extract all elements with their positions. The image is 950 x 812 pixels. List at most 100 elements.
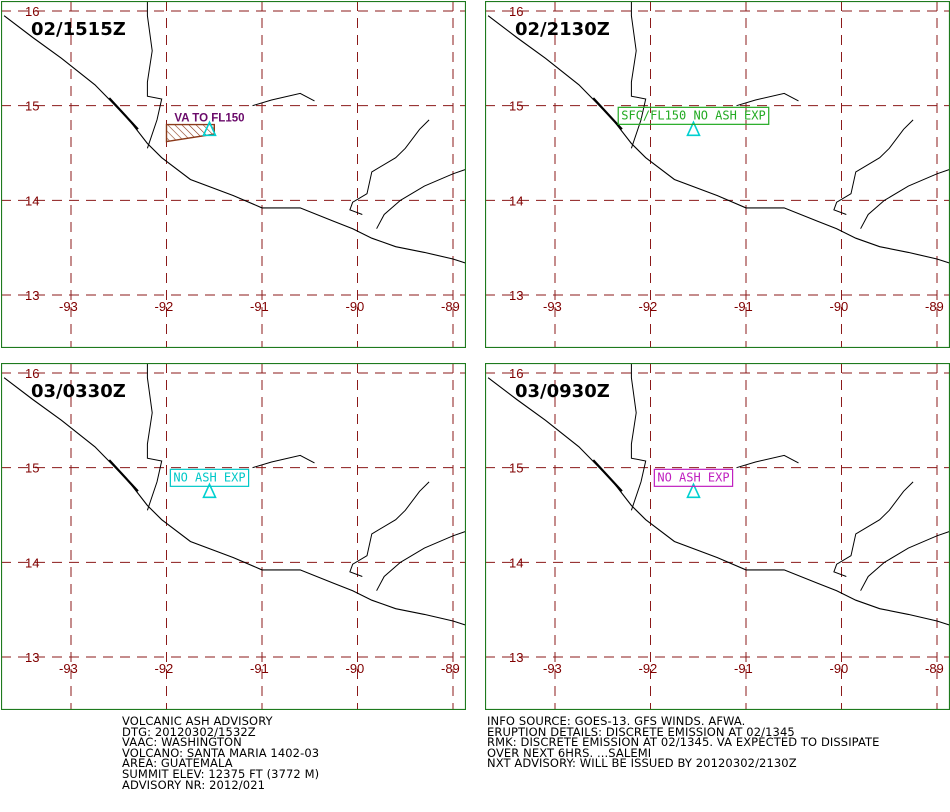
advisory-panel-label: NO ASH EXP (657, 470, 729, 484)
latitude-tick-label: 15 (509, 99, 523, 114)
country-border (833, 481, 914, 577)
advisory-right-line: OVER NEXT 6HRS. ...SALEMI (487, 745, 652, 760)
advisory-left-line: VOLCANIC ASH ADVISORY (122, 714, 273, 728)
map-svg: -93 -92 -91 -90 -89 16 15 14 13 NO ASH EXP (485, 363, 950, 710)
latitude-tick-label: 13 (509, 288, 523, 303)
latitude-tick-label: 14 (25, 555, 39, 570)
country-border (349, 481, 430, 577)
country-border (146, 1, 163, 149)
longitude-tick-label: -89 (441, 661, 460, 676)
latitude-tick-label: 16 (25, 4, 39, 19)
advisory-left-line: VOLCANO: SANTA MARIA 1402-03 (122, 745, 320, 760)
country-border (860, 530, 950, 591)
country-border (736, 454, 799, 469)
advisory-right-line: RMK: DISCRETE EMISSION AT 02/1345. VA EX… (487, 735, 880, 750)
map-svg: -93 -92 -91 -90 -89 16 15 14 13 VA TO FL150 (1, 1, 466, 348)
latitude-tick-label: 13 (509, 650, 523, 665)
advisory-left-line: SUMMIT ELEV: 12375 FT (3772 M) (122, 766, 320, 781)
latitude-tick-label: 15 (25, 99, 39, 114)
advisory-panel-label: SFC/FL150 NO ASH EXP (621, 108, 766, 122)
coastline-thick-segment (592, 97, 623, 131)
country-border (376, 530, 466, 591)
panel-valid-time: 02/2130Z (515, 19, 610, 40)
advisory-right-text: INFO SOURCE: GOES-13. GFS WINDS. AFWA. ER… (487, 714, 880, 771)
advisory-label-box (169, 468, 250, 487)
panel-frame (1, 1, 466, 348)
latitude-tick-label: 15 (509, 461, 523, 476)
country-border (736, 92, 799, 107)
longitude-tick-label: -92 (639, 661, 658, 676)
panel-valid-time: 03/0930Z (515, 381, 610, 402)
advisory-right-line: INFO SOURCE: GOES-13. GFS WINDS. AFWA. (487, 714, 746, 728)
longitude-tick-label: -89 (925, 661, 944, 676)
map-content: -93 -92 -91 -90 -89 16 15 14 13 VA TO FL150 (1, 1, 466, 348)
longitude-tick-label: -90 (346, 299, 365, 314)
map-content: -93 -92 -91 -90 -89 16 15 14 13 NO ASH EXP (1, 363, 466, 710)
advisory-left-line: AREA: GUATEMALA (122, 756, 233, 771)
coastline-thick-segment (108, 97, 139, 131)
coastline (487, 15, 950, 264)
country-border (252, 92, 315, 107)
country-border (860, 168, 950, 229)
latitude-tick-label: 14 (509, 193, 523, 208)
country-border (833, 119, 914, 215)
latitude-tick-label: 15 (25, 461, 39, 476)
latitude-tick-label: 16 (509, 4, 523, 19)
longitude-tick-label: -93 (59, 661, 78, 676)
volcano-triangle-icon (202, 120, 217, 137)
coastline (3, 377, 466, 626)
panel-valid-time: 03/0330Z (31, 381, 126, 402)
advisory-left-line: ADVISORY NR: 2012/021 (122, 777, 266, 792)
map-panel: -93 -92 -91 -90 -89 16 15 14 13 NO ASH EXP 03/0930… (485, 363, 950, 710)
coastline-thick-segment (108, 459, 139, 493)
map-content: -93 -92 -91 -90 -89 16 15 14 13 SFC/FL150 NO ASH … (485, 1, 950, 348)
country-border (146, 363, 163, 511)
panel-valid-time: 02/1515Z (31, 19, 126, 40)
longitude-tick-label: -93 (59, 299, 78, 314)
coastline-thick-segment (592, 459, 623, 493)
country-border (252, 454, 315, 469)
longitude-tick-label: -91 (734, 661, 753, 676)
longitude-tick-label: -89 (441, 299, 460, 314)
map-svg: -93 -92 -91 -90 -89 16 15 14 13 SFC/FL150 NO ASH … (485, 1, 950, 348)
longitude-tick-label: -92 (155, 299, 174, 314)
panel-frame (1, 363, 466, 710)
volcano-triangle-icon (686, 120, 701, 137)
advisory-left-line: DTG: 20120302/1532Z (122, 724, 256, 739)
latitude-tick-label: 16 (25, 366, 39, 381)
latitude-tick-label: 13 (25, 650, 39, 665)
latitude-tick-label: 13 (25, 288, 39, 303)
coastline (487, 377, 950, 626)
advisory-right-line: NXT ADVISORY: WILL BE ISSUED BY 20120302… (487, 756, 797, 771)
longitude-tick-label: -89 (925, 299, 944, 314)
longitude-tick-label: -92 (639, 299, 658, 314)
longitude-tick-label: -91 (250, 661, 269, 676)
longitude-tick-label: -90 (346, 661, 365, 676)
volcano-triangle-icon (686, 482, 701, 499)
longitude-tick-label: -90 (830, 299, 849, 314)
latitude-tick-label: 16 (509, 366, 523, 381)
volcano-triangle-icon (202, 482, 217, 499)
country-border (376, 168, 466, 229)
map-content: -93 -92 -91 -90 -89 16 15 14 13 NO ASH EXP (485, 363, 950, 710)
latitude-tick-label: 14 (509, 555, 523, 570)
longitude-tick-label: -90 (830, 661, 849, 676)
advisory-left-line: VAAC: WASHINGTON (122, 735, 242, 750)
latitude-tick-label: 14 (25, 193, 39, 208)
coastline (3, 15, 466, 264)
longitude-tick-label: -93 (543, 661, 562, 676)
longitude-tick-label: -93 (543, 299, 562, 314)
advisory-panel-label: VA TO FL150 (174, 112, 244, 124)
advisory-right-line: ERUPTION DETAILS: DISCRETE EMISSION AT 0… (487, 724, 795, 739)
longitude-tick-label: -92 (155, 661, 174, 676)
advisory-label-box (653, 468, 734, 487)
country-border (630, 363, 647, 511)
advisory-left-text: VOLCANIC ASH ADVISORY DTG: 20120302/1532Z… (122, 714, 320, 792)
map-panel: -93 -92 -91 -90 -89 16 15 14 13 NO ASH EXP 03/0330… (1, 363, 466, 710)
map-svg: -93 -92 -91 -90 -89 16 15 14 13 NO ASH EXP (1, 363, 466, 710)
advisory-label-box (617, 106, 770, 125)
country-border (630, 1, 647, 149)
advisory-panel-label: NO ASH EXP (173, 470, 245, 484)
country-border (349, 119, 430, 215)
longitude-tick-label: -91 (250, 299, 269, 314)
